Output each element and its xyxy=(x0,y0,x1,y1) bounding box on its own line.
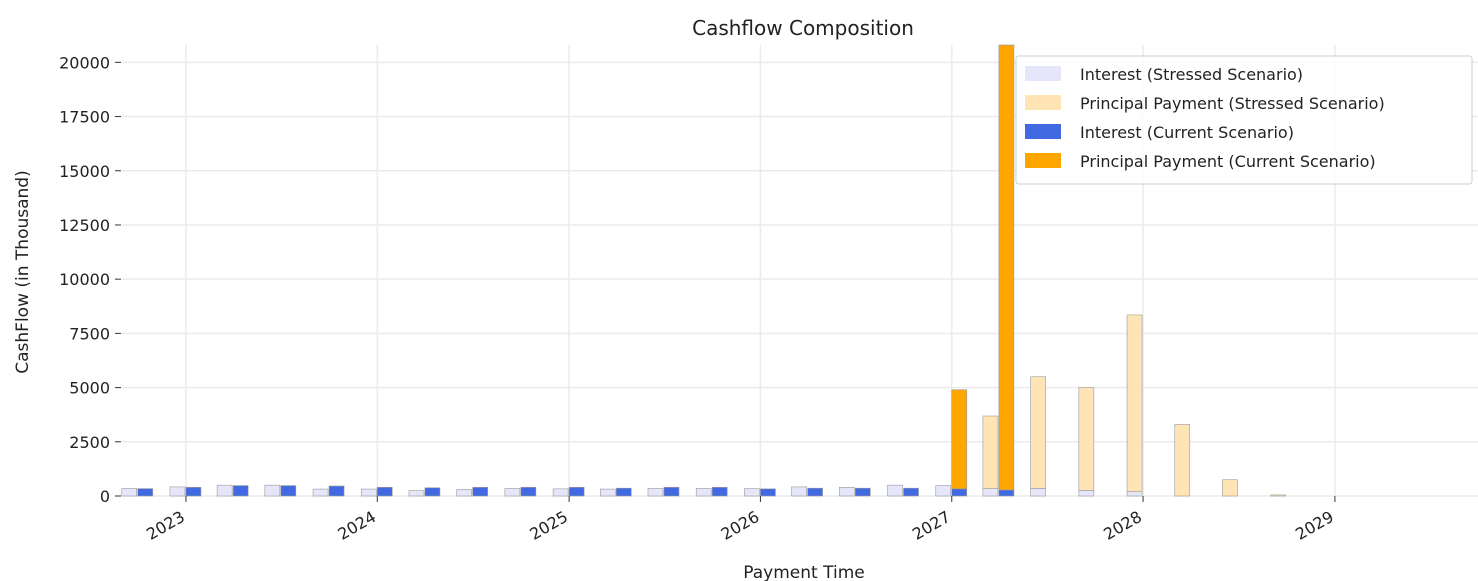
bar-interest-current-scenario xyxy=(424,487,441,497)
bar-interest-stressed-scenario xyxy=(838,487,855,497)
y-tick-label: 0 xyxy=(100,487,110,506)
bar-interest-stressed-scenario xyxy=(456,489,472,497)
x-tick-label: 2028 xyxy=(1100,507,1145,544)
bar-principal-payment-stressed-scenario xyxy=(1222,479,1238,497)
bar-interest-current-scenario xyxy=(615,487,632,497)
bar-interest-stressed-scenario xyxy=(264,484,281,497)
bar-interest-stressed-scenario xyxy=(935,485,952,497)
bar-interest-stressed-scenario xyxy=(647,488,664,497)
bar-interest-current-scenario xyxy=(663,487,680,497)
x-tick-label: 2029 xyxy=(1292,507,1337,544)
bar-interest-current-scenario xyxy=(185,487,202,497)
bars-layer xyxy=(121,44,1286,497)
legend: Interest (Stressed Scenario) Principal Pa… xyxy=(1015,55,1473,185)
bar-principal-payment-current-scenario xyxy=(951,389,968,490)
x-tick-label: 2023 xyxy=(143,507,188,544)
bar-interest-current-scenario xyxy=(472,487,488,497)
bar-interest-stressed-scenario xyxy=(1126,491,1143,497)
bar-interest-current-scenario xyxy=(998,489,1015,497)
bar-interest-stressed-scenario xyxy=(791,486,807,497)
bar-interest-current-scenario xyxy=(951,488,968,497)
y-tick-label: 12500 xyxy=(59,216,110,235)
chart-title: Cashflow Composition xyxy=(692,16,914,40)
legend-swatch xyxy=(1025,66,1061,81)
bar-interest-stressed-scenario xyxy=(216,484,233,497)
bar-interest-stressed-scenario xyxy=(121,488,138,497)
y-tick-label: 10000 xyxy=(59,270,110,289)
bar-principal-payment-stressed-scenario xyxy=(1030,376,1046,489)
legend-frame xyxy=(1015,55,1473,185)
bar-interest-stressed-scenario xyxy=(360,488,377,497)
x-tick-label: 2026 xyxy=(718,507,763,544)
bar-interest-stressed-scenario xyxy=(982,488,999,497)
bar-interest-stressed-scenario xyxy=(169,486,186,497)
bar-interest-stressed-scenario xyxy=(552,488,569,497)
bar-interest-current-scenario xyxy=(760,488,776,497)
y-tick-label: 2500 xyxy=(69,433,110,452)
bar-interest-current-scenario xyxy=(328,485,345,497)
bar-interest-current-scenario xyxy=(137,488,154,497)
x-tick-label: 2025 xyxy=(526,507,571,544)
bar-principal-payment-stressed-scenario xyxy=(1126,314,1143,492)
bar-interest-current-scenario xyxy=(711,487,728,497)
y-tick-label: 5000 xyxy=(69,379,110,398)
y-axis-title: CashFlow (in Thousand) xyxy=(13,170,33,373)
bar-interest-current-scenario xyxy=(232,485,249,497)
x-tick-label: 2027 xyxy=(909,507,954,544)
bar-principal-payment-stressed-scenario xyxy=(1270,494,1286,497)
bar-interest-current-scenario xyxy=(807,487,823,497)
bar-interest-stressed-scenario xyxy=(887,484,903,497)
legend-swatch xyxy=(1025,95,1061,110)
bar-interest-stressed-scenario xyxy=(312,488,329,497)
legend-label: Interest (Current Scenario) xyxy=(1080,123,1294,142)
bar-interest-stressed-scenario xyxy=(408,490,425,497)
x-axis-title: Payment Time xyxy=(743,563,864,581)
bar-interest-stressed-scenario xyxy=(1078,490,1095,497)
bar-interest-stressed-scenario xyxy=(1030,488,1046,497)
legend-label: Principal Payment (Stressed Scenario) xyxy=(1080,94,1385,113)
bar-interest-current-scenario xyxy=(280,485,297,497)
bar-principal-payment-stressed-scenario xyxy=(1078,387,1095,491)
bar-principal-payment-current-scenario xyxy=(998,44,1015,491)
bar-interest-stressed-scenario xyxy=(744,488,760,497)
bar-interest-current-scenario xyxy=(376,487,393,497)
y-tick-label: 17500 xyxy=(59,108,110,127)
bar-interest-current-scenario xyxy=(568,487,585,497)
legend-label: Interest (Stressed Scenario) xyxy=(1080,65,1303,84)
y-tick-label: 15000 xyxy=(59,162,110,181)
y-tick-label: 20000 xyxy=(59,53,110,72)
y-tick-label: 7500 xyxy=(69,324,110,343)
x-tick-label: 2024 xyxy=(335,507,380,544)
bar-interest-stressed-scenario xyxy=(504,488,521,497)
legend-label: Principal Payment (Current Scenario) xyxy=(1080,152,1376,171)
bar-principal-payment-stressed-scenario xyxy=(982,415,999,489)
bar-interest-stressed-scenario xyxy=(599,488,616,497)
legend-swatch xyxy=(1025,153,1061,168)
legend-swatch xyxy=(1025,124,1061,139)
bar-interest-current-scenario xyxy=(854,487,871,497)
bar-principal-payment-stressed-scenario xyxy=(1174,424,1191,497)
bar-interest-stressed-scenario xyxy=(695,488,712,497)
bar-interest-current-scenario xyxy=(903,487,919,497)
bar-interest-current-scenario xyxy=(520,487,537,497)
